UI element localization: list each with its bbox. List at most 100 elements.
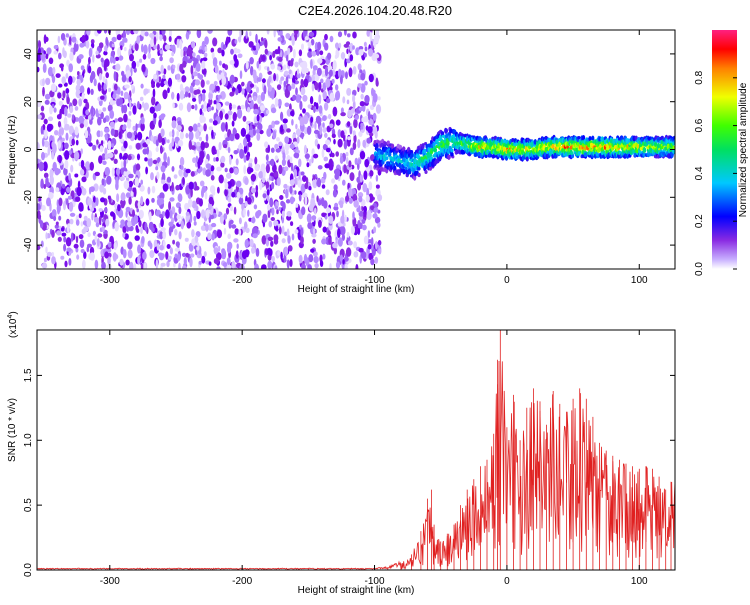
noise-point [159, 50, 163, 54]
spectrogram-y-tick-label: -40 [23, 237, 34, 252]
band-point [643, 148, 647, 153]
noise-point [374, 256, 379, 264]
noise-point [116, 34, 122, 41]
noise-point [346, 58, 351, 64]
noise-point [150, 172, 154, 181]
noise-point [87, 87, 91, 95]
noise-point [337, 31, 343, 38]
noise-point [152, 88, 156, 98]
noise-point [223, 144, 228, 149]
noise-point [211, 222, 217, 228]
noise-point [100, 197, 106, 203]
noise-point [238, 36, 242, 43]
noise-point [276, 30, 280, 33]
band-point [374, 163, 378, 168]
noise-point [342, 179, 346, 186]
noise-point [68, 172, 71, 181]
noise-point [120, 192, 126, 202]
noise-point [288, 69, 292, 75]
noise-point [249, 238, 254, 248]
noise-point [227, 245, 231, 254]
noise-point [79, 85, 85, 94]
noise-point [70, 164, 74, 173]
noise-point [348, 197, 353, 204]
noise-point [357, 192, 364, 198]
noise-point [360, 72, 366, 81]
noise-point [224, 167, 228, 173]
noise-point [287, 85, 292, 91]
noise-point [331, 78, 335, 84]
noise-point [326, 98, 331, 104]
noise-point [66, 96, 70, 105]
noise-point [172, 102, 175, 109]
noise-point [167, 65, 171, 71]
noise-point [276, 202, 280, 207]
noise-point [63, 236, 67, 243]
noise-point [338, 200, 344, 206]
noise-point [335, 119, 341, 126]
noise-point [309, 76, 312, 83]
band-point [417, 167, 421, 171]
snr-y-tick-label: 0.0 [23, 563, 34, 577]
noise-point [267, 260, 273, 269]
noise-point [276, 177, 281, 187]
noise-point [203, 142, 209, 149]
noise-point [45, 77, 51, 86]
band-point [551, 143, 555, 149]
noise-point [292, 94, 297, 101]
noise-point [375, 53, 380, 59]
noise-point [230, 48, 234, 55]
noise-point [104, 207, 108, 213]
noise-point [190, 171, 195, 177]
noise-point [344, 139, 348, 149]
noise-point [250, 188, 257, 194]
noise-point [139, 96, 144, 102]
noise-point [161, 137, 165, 146]
noise-point [178, 169, 183, 177]
noise-point [107, 256, 111, 266]
noise-point [260, 163, 266, 172]
noise-point [122, 37, 128, 43]
noise-point [179, 39, 183, 50]
noise-point [345, 156, 349, 165]
noise-point [179, 156, 185, 167]
noise-point [284, 102, 290, 108]
noise-point [129, 261, 134, 269]
noise-point [344, 30, 347, 36]
noise-point [148, 211, 152, 221]
noise-point [291, 35, 295, 46]
noise-point [118, 55, 124, 61]
noise-point [324, 33, 328, 41]
noise-point [310, 59, 313, 69]
noise-point [102, 93, 107, 102]
spectrogram-y-tick-label: -20 [23, 190, 34, 205]
noise-point [233, 238, 239, 243]
noise-point [336, 210, 339, 218]
noise-point [184, 91, 189, 98]
noise-point [349, 172, 355, 182]
noise-point [274, 155, 279, 161]
noise-point [335, 42, 339, 49]
noise-point [271, 91, 275, 100]
noise-point [49, 105, 53, 115]
noise-point [261, 235, 267, 245]
noise-point [63, 243, 67, 252]
band-point [421, 143, 425, 149]
noise-point [219, 60, 222, 66]
noise-point [163, 152, 167, 163]
noise-point [299, 100, 303, 111]
noise-point [211, 129, 214, 139]
noise-point [37, 66, 40, 73]
noise-point [48, 57, 54, 65]
noise-point [352, 89, 357, 97]
noise-point [377, 222, 381, 228]
noise-point [109, 109, 115, 119]
noise-point [192, 52, 196, 58]
noise-point [249, 31, 252, 37]
spectrogram-x-tick-label: -300 [100, 275, 120, 286]
noise-point [100, 140, 104, 146]
noise-point [365, 194, 370, 203]
noise-point [211, 106, 214, 111]
noise-point [81, 187, 87, 196]
noise-point [165, 209, 170, 219]
